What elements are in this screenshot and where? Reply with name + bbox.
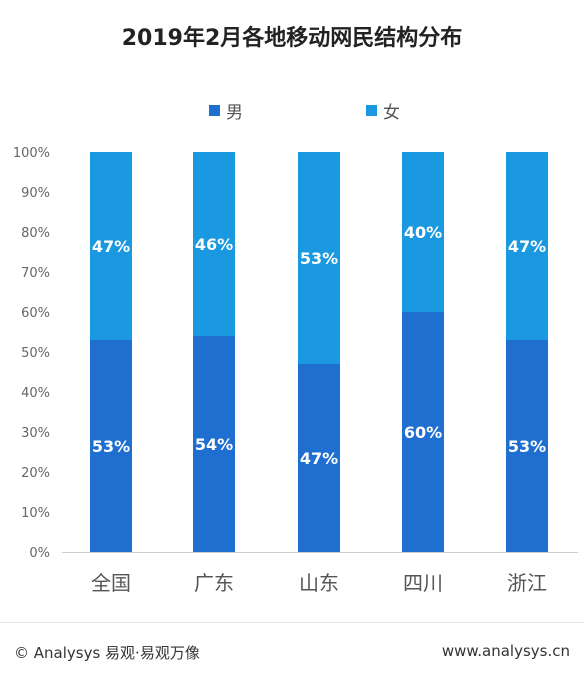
- y-tick-label: 90%: [21, 186, 50, 201]
- y-tick-label: 0%: [29, 546, 50, 561]
- data-label-male: 54%: [195, 435, 233, 454]
- data-label-female: 53%: [300, 249, 338, 268]
- bar-female: [90, 152, 132, 340]
- bar-female: [506, 152, 548, 340]
- bar-male: [402, 312, 444, 552]
- legend-label-male: 男: [226, 103, 243, 123]
- bar-female: [193, 152, 235, 336]
- y-tick-label: 80%: [21, 226, 50, 241]
- data-label-female: 46%: [195, 235, 233, 254]
- bar-male: [193, 336, 235, 552]
- legend-swatch-female: [366, 105, 377, 116]
- bar-female: [402, 152, 444, 312]
- legend-item-male: 男: [209, 98, 243, 123]
- data-label-female: 47%: [508, 237, 546, 256]
- y-tick-label: 20%: [21, 466, 50, 481]
- legend-swatch-male: [209, 105, 220, 116]
- data-label-female: 47%: [92, 237, 130, 256]
- x-tick-label: 山东: [299, 571, 339, 595]
- bar-female: [298, 152, 340, 364]
- x-tick-label: 浙江: [507, 571, 547, 595]
- bar-male: [90, 340, 132, 552]
- data-label-male: 47%: [300, 449, 338, 468]
- chart-legend: 男 女: [0, 98, 584, 123]
- y-tick-label: 40%: [21, 386, 50, 401]
- bar-male: [506, 340, 548, 552]
- data-label-male: 60%: [404, 423, 442, 442]
- chart-title: 2019年2月各地移动网民结构分布: [121, 26, 463, 51]
- x-tick-label: 全国: [91, 571, 131, 595]
- legend-label-female: 女: [383, 103, 400, 123]
- y-tick-label: 100%: [13, 146, 50, 161]
- footer-source: © Analysys 易观·易观万像: [14, 644, 200, 662]
- x-tick-label: 四川: [403, 571, 443, 595]
- footer-divider: [0, 622, 584, 623]
- bar-male: [298, 364, 340, 552]
- data-label-female: 40%: [404, 223, 442, 242]
- y-tick-label: 50%: [21, 346, 50, 361]
- y-tick-label: 30%: [21, 426, 50, 441]
- y-tick-label: 10%: [21, 506, 50, 521]
- y-tick-label: 70%: [21, 266, 50, 281]
- data-label-male: 53%: [92, 437, 130, 456]
- legend-item-female: 女: [366, 98, 400, 123]
- x-tick-label: 广东: [194, 571, 234, 595]
- data-label-male: 53%: [508, 437, 546, 456]
- y-tick-label: 60%: [21, 306, 50, 321]
- footer-url: www.analysys.cn: [441, 642, 570, 660]
